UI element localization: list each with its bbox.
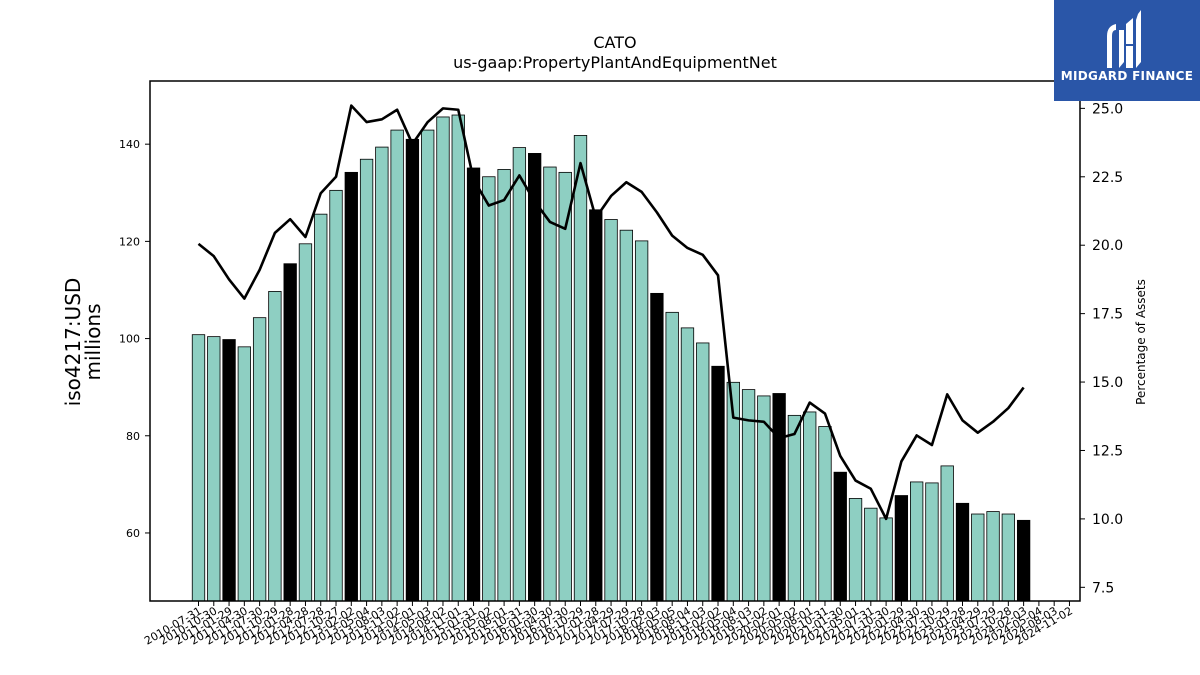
bar	[848, 498, 863, 602]
bar	[191, 334, 206, 602]
bar	[650, 292, 664, 602]
bar	[375, 146, 389, 602]
bar	[528, 153, 542, 602]
bar	[283, 263, 297, 602]
y2-tick-label: 15.0	[1092, 375, 1123, 391]
bar	[986, 511, 1000, 602]
bar	[573, 135, 588, 602]
bar	[512, 147, 527, 602]
bar	[497, 169, 511, 602]
percentage-line	[197, 104, 1025, 521]
bar	[955, 502, 970, 602]
bar	[940, 465, 954, 602]
y2-tick-label: 20.0	[1092, 238, 1123, 254]
y-axis-label-line1: iso4217:USD	[61, 278, 85, 407]
y2-tick-label: 22.5	[1092, 170, 1123, 186]
bar	[619, 229, 633, 602]
y-tick-label: 80	[126, 430, 140, 443]
logo-text: MIDGARD FINANCE	[1060, 69, 1194, 83]
logo-mark-icon	[1107, 10, 1141, 68]
bar	[543, 166, 557, 602]
chart-subtitle: us-gaap:PropertyPlantAndEquipmentNet	[453, 53, 777, 72]
bar	[436, 116, 450, 602]
y2-tick-label: 12.5	[1092, 443, 1123, 459]
bar	[604, 219, 618, 602]
bar	[772, 393, 786, 602]
y-tick-label: 100	[119, 333, 140, 346]
y2-tick-label: 25.0	[1092, 101, 1123, 117]
bar	[634, 240, 649, 602]
y-tick-label: 60	[126, 527, 140, 540]
bar	[222, 339, 236, 602]
bar	[451, 114, 465, 602]
bar	[665, 311, 679, 602]
bar	[864, 507, 878, 602]
plot-frame	[149, 80, 1081, 602]
x-axis-ticks: 2010-07-312010-10-302011-01-292011-04-30…	[142, 601, 1075, 648]
bar	[818, 426, 832, 602]
bar	[329, 189, 343, 602]
bar	[589, 209, 603, 602]
midgard-finance-logo: MIDGARD FINANCE	[1054, 0, 1200, 101]
bars-group	[191, 114, 1031, 602]
bar	[359, 158, 374, 602]
bar	[910, 481, 924, 602]
bar	[558, 171, 572, 602]
y2-tick-label: 17.5	[1092, 307, 1123, 323]
bar	[314, 213, 328, 602]
bar	[711, 365, 725, 602]
bar	[803, 411, 817, 602]
bar	[390, 129, 404, 602]
y2-axis-ticks: 7.5 10.0 12.5 15.0 17.5 20.0 22.5 25.0	[1080, 101, 1123, 596]
bar	[268, 291, 282, 602]
bar	[894, 495, 909, 602]
bar	[421, 129, 435, 602]
bar	[207, 336, 221, 602]
bar	[237, 346, 251, 602]
bar	[466, 167, 481, 602]
chart-title: CATO	[593, 33, 636, 52]
bar	[680, 327, 695, 602]
y-axis-label-line2: millions	[81, 303, 105, 380]
bar	[971, 513, 985, 602]
bar	[696, 342, 710, 602]
y-tick-label: 120	[119, 235, 140, 248]
bar	[1001, 513, 1015, 602]
bar	[925, 482, 939, 602]
y2-tick-label: 10.0	[1092, 512, 1123, 528]
bar	[344, 171, 358, 602]
bar	[879, 517, 893, 602]
bar	[405, 138, 420, 602]
bar	[482, 176, 496, 602]
y2-tick-label: 7.5	[1092, 580, 1114, 596]
bar	[833, 471, 847, 602]
bar	[298, 243, 313, 602]
bar	[252, 317, 267, 602]
bar	[1016, 519, 1031, 602]
y-tick-label: 140	[119, 138, 140, 151]
y2-axis-label: Percentage of Assets	[1134, 279, 1148, 405]
bar	[787, 414, 802, 602]
y-axis-ticks: 60 80 100 120 140	[119, 138, 150, 540]
